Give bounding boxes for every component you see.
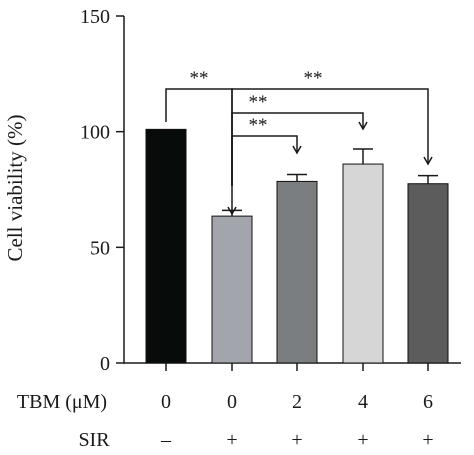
row-value: 2 xyxy=(292,391,302,413)
bars xyxy=(145,128,449,364)
y-tick-label: 50 xyxy=(90,237,110,259)
bar xyxy=(276,180,318,364)
row-value: + xyxy=(357,429,368,451)
bar xyxy=(145,128,187,364)
row-value: 4 xyxy=(358,391,368,413)
row-value: 0 xyxy=(161,391,171,413)
row-value: + xyxy=(422,429,433,451)
significance-arrow xyxy=(358,121,368,131)
row-value: 0 xyxy=(227,391,237,413)
significance-label: ** xyxy=(249,115,268,136)
significance-arrow xyxy=(292,145,302,155)
significance-bracket xyxy=(231,88,429,186)
y-tick-label: 150 xyxy=(80,6,110,28)
row-value: + xyxy=(291,429,302,451)
significance-bracket xyxy=(231,135,298,186)
significance-arrow xyxy=(423,156,433,166)
row-title: SIR xyxy=(78,429,110,451)
row-value: 6 xyxy=(423,391,433,413)
row-value: + xyxy=(226,429,237,451)
bar xyxy=(342,163,384,364)
condition-rows: TBM (μM) 0 0 2 4 6 SIR – + + + + xyxy=(17,391,434,451)
row-title: TBM (μM) xyxy=(17,391,107,413)
y-tick-label: 0 xyxy=(100,353,110,375)
significance-label: ** xyxy=(304,68,323,89)
error-bars xyxy=(222,148,438,217)
significance-arrow xyxy=(227,206,237,216)
row-value: – xyxy=(160,429,172,451)
significance-label: ** xyxy=(249,92,268,113)
axes: 0 50 100 150 xyxy=(80,6,461,375)
bar xyxy=(407,183,449,364)
significance-label: ** xyxy=(190,68,209,89)
y-axis-label: Cell viability (%) xyxy=(3,115,27,262)
bar xyxy=(211,215,253,364)
significance-brackets: ******** xyxy=(165,68,433,216)
y-tick-label: 100 xyxy=(80,122,110,144)
